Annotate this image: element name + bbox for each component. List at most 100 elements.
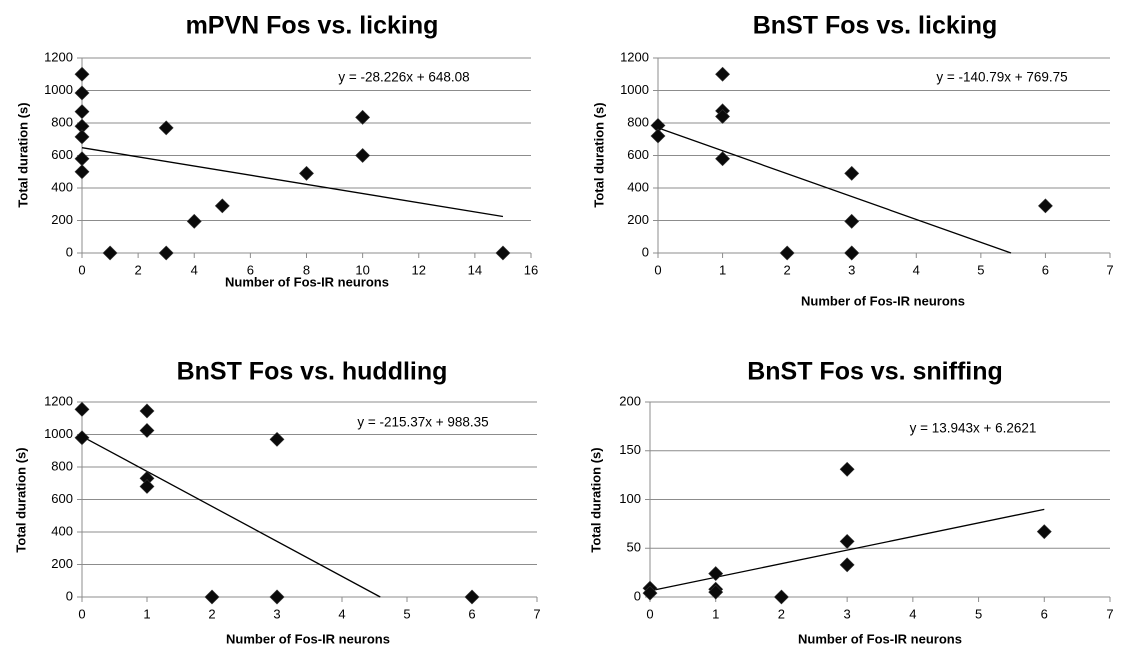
- y-axis-label: Total duration (s): [13, 447, 28, 552]
- data-point: [1038, 198, 1053, 214]
- x-tick-label: 4: [338, 606, 345, 621]
- data-point: [464, 589, 480, 605]
- y-tick-label: 1200: [44, 393, 73, 408]
- y-tick-label: 400: [51, 523, 73, 538]
- data-point: [355, 109, 371, 125]
- data-point: [779, 245, 795, 261]
- scatter-chart-4: BnST Fos vs. sniffing 0 50 100 150 200 0 1 2 3 4 5 6…: [588, 358, 1113, 647]
- scatter-chart-1: mPVN Fos vs. licking02004006008001000120…: [15, 12, 538, 290]
- y-tick-label: 1200: [620, 49, 649, 64]
- regression-equation: y = -28.226x + 648.08: [338, 70, 469, 85]
- data-point: [299, 165, 314, 181]
- trendline: [649, 508, 1045, 592]
- chart-title: BnST Fos vs. sniffing: [747, 358, 1003, 386]
- data-point: [186, 213, 202, 229]
- data-point: [839, 534, 855, 549]
- data-point: [139, 403, 155, 419]
- y-tick-label: 50: [627, 540, 641, 555]
- y-tick-label: 1000: [620, 82, 649, 97]
- y-tick-label: 200: [627, 212, 649, 227]
- x-axis-label: Number of Fos-IR neurons: [801, 293, 965, 308]
- data-point: [269, 431, 285, 447]
- data-point: [642, 585, 658, 601]
- y-tick-label: 400: [51, 179, 73, 194]
- x-tick-label: 6: [468, 606, 475, 621]
- data-point: [844, 213, 860, 229]
- x-tick-label: 10: [355, 262, 369, 277]
- x-tick-label: 5: [977, 262, 984, 277]
- x-tick-label: 7: [1106, 262, 1113, 277]
- x-tick-label: 5: [975, 606, 982, 621]
- x-tick-label: 0: [646, 606, 653, 621]
- data-point: [715, 151, 730, 167]
- data-point: [839, 557, 855, 573]
- x-tick-label: 1: [143, 606, 150, 621]
- data-point: [774, 589, 789, 605]
- data-point: [844, 165, 860, 181]
- regression-equation: y = -215.37x + 988.35: [357, 415, 488, 430]
- data-point: [139, 423, 155, 438]
- x-tick-label: 6: [1041, 606, 1048, 621]
- x-tick-label: 8: [303, 262, 310, 277]
- regression-equation: y = -140.79x + 769.75: [936, 70, 1067, 85]
- data-point: [74, 129, 90, 145]
- x-tick-label: 3: [848, 262, 855, 277]
- y-axis-label: Total duration (s): [591, 102, 606, 207]
- data-point: [839, 461, 855, 477]
- data-point: [715, 66, 730, 82]
- y-tick-label: 200: [619, 393, 641, 408]
- y-tick-label: 1000: [44, 82, 73, 97]
- data-point: [158, 120, 174, 136]
- data-point: [495, 245, 511, 261]
- y-tick-label: 1000: [44, 426, 73, 441]
- scatter-chart-2: BnST Fos vs. licking02004006008001000120…: [591, 12, 1113, 309]
- y-tick-label: 0: [634, 588, 641, 603]
- data-point: [204, 589, 220, 605]
- x-tick-label: 16: [524, 262, 538, 277]
- y-tick-label: 200: [51, 556, 73, 571]
- data-point: [715, 109, 730, 124]
- x-tick-label: 1: [719, 262, 726, 277]
- y-tick-label: 800: [627, 114, 649, 129]
- x-tick-label: 2: [778, 606, 785, 621]
- x-tick-label: 3: [273, 606, 280, 621]
- y-tick-label: 200: [51, 212, 73, 227]
- data-point: [74, 164, 90, 180]
- data-point: [139, 479, 155, 494]
- data-point: [1036, 524, 1052, 540]
- x-tick-label: 2: [208, 606, 215, 621]
- x-tick-label: 4: [909, 606, 916, 621]
- data-point: [269, 589, 285, 605]
- y-tick-label: 800: [51, 114, 73, 129]
- x-axis-label: Number of Fos-IR neurons: [798, 631, 962, 646]
- x-tick-label: 0: [78, 262, 85, 277]
- y-tick-label: 0: [642, 244, 649, 259]
- data-point: [214, 198, 230, 214]
- x-tick-label: 2: [135, 262, 142, 277]
- y-tick-label: 0: [66, 244, 73, 259]
- scatter-chart-3: BnST Fos vs. huddling0200400600800100012…: [13, 358, 540, 647]
- x-tick-label: 1: [712, 606, 719, 621]
- data-point: [74, 66, 90, 82]
- trendline: [81, 147, 504, 218]
- data-point: [102, 245, 118, 261]
- x-tick-label: 14: [468, 262, 482, 277]
- x-tick-label: 3: [844, 606, 851, 621]
- y-tick-label: 400: [627, 179, 649, 194]
- regression-equation: y = 13.943x + 6.2621: [910, 421, 1037, 436]
- x-tick-label: 0: [78, 606, 85, 621]
- x-tick-label: 7: [533, 606, 540, 621]
- x-tick-label: 4: [913, 262, 920, 277]
- x-tick-label: 6: [247, 262, 254, 277]
- data-point: [844, 245, 860, 261]
- y-axis-label: Total duration (s): [588, 447, 603, 552]
- chart-title: mPVN Fos vs. licking: [186, 12, 439, 40]
- x-tick-label: 0: [654, 262, 661, 277]
- data-point: [158, 245, 174, 261]
- x-tick-label: 4: [191, 262, 198, 277]
- x-tick-label: 12: [412, 262, 426, 277]
- x-axis-label: Number of Fos-IR neurons: [225, 274, 389, 289]
- y-tick-label: 150: [619, 442, 641, 457]
- x-tick-label: 7: [1106, 606, 1113, 621]
- x-tick-label: 6: [1042, 262, 1049, 277]
